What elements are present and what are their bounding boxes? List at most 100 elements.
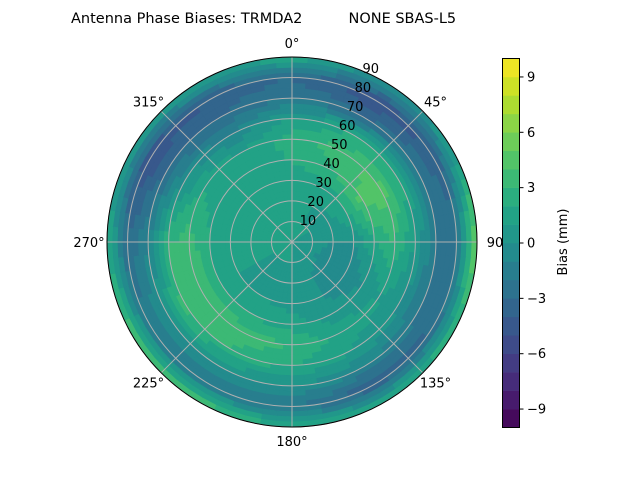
contour-cell <box>285 165 292 170</box>
contour-cell <box>389 233 395 242</box>
contour-cell <box>153 242 159 254</box>
contour-cell <box>292 103 304 109</box>
contour-cell <box>189 233 195 242</box>
contour-cell <box>384 234 390 243</box>
contour-cell <box>343 242 348 247</box>
contour-cell <box>280 103 292 109</box>
contour-cell <box>384 242 390 251</box>
contour-cell <box>292 278 296 283</box>
contour-cell <box>279 88 292 94</box>
contour-cell <box>343 232 349 237</box>
contour-cell <box>286 309 292 314</box>
contour-cell <box>400 232 406 242</box>
colorbar-tick-label: −3 <box>527 292 546 307</box>
contour-cell <box>241 246 247 251</box>
contour-cell <box>292 314 299 319</box>
contour-cell <box>410 231 416 242</box>
contour-cell <box>205 242 211 250</box>
contour-cell <box>284 324 292 330</box>
contour-cell <box>374 242 380 250</box>
contour-cell <box>441 242 447 255</box>
contour-cell <box>138 242 144 255</box>
contour-cell <box>288 196 292 201</box>
colorbar-tick-label: 0 <box>527 237 535 252</box>
colorbar-segment <box>503 188 520 207</box>
contour-cell <box>251 242 256 246</box>
angular-tick-label: 90 <box>487 236 504 251</box>
contour-cell <box>246 242 251 246</box>
contour-cell <box>348 237 353 242</box>
colorbar-segment <box>503 335 520 354</box>
contour-cell <box>169 231 175 242</box>
contour-cell <box>287 293 292 298</box>
contour-cell <box>284 144 293 150</box>
contour-cell <box>359 236 364 242</box>
contour-cell <box>288 191 293 196</box>
contour-cell <box>278 396 292 402</box>
contour-cell <box>286 303 292 308</box>
contour-cell <box>292 67 307 73</box>
contour-cell <box>292 324 300 330</box>
contour-cell <box>169 242 175 253</box>
contour-cell <box>179 242 185 252</box>
contour-cell <box>338 238 343 243</box>
contour-cell <box>283 139 292 145</box>
angular-tick-label: 315° <box>133 95 164 110</box>
contour-cell <box>292 350 302 356</box>
colorbar-segment <box>503 280 520 299</box>
colorbar-segment <box>503 225 520 244</box>
contour-cell <box>369 235 374 242</box>
contour-cell <box>292 288 297 293</box>
contour-cell <box>280 370 292 376</box>
radial-tick-label: 90 <box>363 62 380 77</box>
contour-cell <box>281 119 292 125</box>
contour-cell <box>353 242 358 248</box>
contour-cell <box>292 175 298 180</box>
contour-cell <box>287 186 292 191</box>
contour-cell <box>236 242 241 247</box>
contour-cell <box>194 242 200 251</box>
colorbar-tick-label: 6 <box>527 126 535 141</box>
contour-cell <box>133 228 139 242</box>
contour-cell <box>292 375 304 381</box>
radial-tick-label: 20 <box>307 195 324 210</box>
colorbar-segment <box>503 59 520 78</box>
contour-cell <box>200 234 206 242</box>
contour-cell <box>425 242 431 254</box>
contour-cell <box>292 108 304 114</box>
contour-cell <box>286 175 292 180</box>
contour-cell <box>292 124 302 130</box>
colorbar-segment <box>503 409 520 428</box>
contour-cell <box>420 242 426 254</box>
contour-cell <box>292 186 297 191</box>
radial-tick-label: 40 <box>323 157 340 172</box>
contour-cell <box>446 228 452 242</box>
contour-cell <box>441 229 447 242</box>
colorbar-tick-label: −6 <box>527 347 546 362</box>
contour-cell <box>117 227 123 242</box>
contour-cell <box>292 309 298 314</box>
colorbar-segment <box>503 114 520 133</box>
contour-cell <box>405 242 411 252</box>
contour-cell <box>364 235 369 242</box>
contour-cell <box>338 233 344 238</box>
contour-cell <box>283 339 292 345</box>
contour-cell <box>236 247 242 252</box>
contour-cell <box>353 236 358 242</box>
contour-cell <box>278 83 292 89</box>
radial-tick-label: 10 <box>300 214 317 229</box>
contour-cell <box>153 230 159 242</box>
contour-cell <box>292 355 302 361</box>
colorbar-segment <box>503 354 520 373</box>
contour-cell <box>179 232 185 242</box>
contour-cell <box>364 242 369 249</box>
angular-tick-label: 135° <box>420 377 451 392</box>
colorbar-segment <box>503 206 520 225</box>
contour-cell <box>374 234 380 242</box>
contour-cell <box>292 329 300 335</box>
contour-cell <box>281 360 292 366</box>
contour-cell <box>379 234 385 242</box>
contour-cell <box>400 242 406 252</box>
contour-cell <box>288 201 292 206</box>
